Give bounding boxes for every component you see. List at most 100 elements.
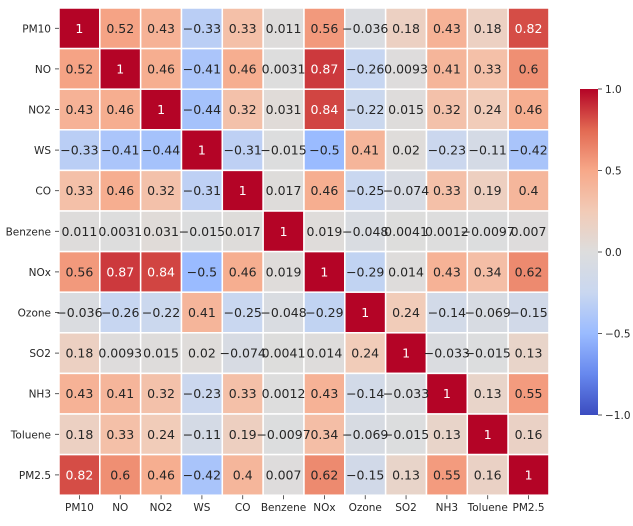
- colorbar-tick-label: −0.5: [605, 329, 631, 341]
- heatmap-cell: [99, 332, 142, 375]
- y-tick-label: SO2: [29, 348, 51, 360]
- x-tick-label: Benzene: [261, 502, 306, 514]
- colorbar-gradient: [580, 89, 598, 415]
- cell-value-label: 0.0093: [98, 346, 142, 361]
- cell-value-label: 0.0041: [262, 346, 306, 361]
- cell-value-label: −0.048: [342, 224, 388, 239]
- cell-value-label: −0.26: [346, 61, 384, 76]
- cell-value-label: 0.017: [225, 224, 261, 239]
- y-tick-label: NH3: [29, 389, 51, 401]
- cell-value-label: −0.5: [309, 143, 339, 158]
- cell-value-label: 0.41: [188, 305, 216, 320]
- x-tick-label: NO: [112, 502, 128, 514]
- cell-value-label: 0.0012: [262, 386, 306, 401]
- heatmap-cell: [262, 413, 305, 456]
- x-tick-label: PM10: [65, 502, 94, 514]
- cell-value-label: −0.14: [428, 305, 466, 320]
- heatmap-cell: [303, 453, 346, 496]
- cell-value-label: 0.87: [106, 264, 134, 279]
- heatmap-cell: [221, 250, 264, 293]
- heatmap-cell: [58, 413, 101, 456]
- heatmap-cell: [303, 372, 346, 415]
- x-tick-label: NH3: [436, 502, 458, 514]
- cell-value-label: 0.18: [474, 21, 502, 36]
- cell-value-label: 0.13: [392, 467, 420, 482]
- cell-value-label: 0.32: [433, 102, 461, 117]
- heatmap-cell: [99, 453, 142, 496]
- heatmap-cell: [466, 291, 509, 334]
- x-tick-label: NOx: [313, 502, 335, 514]
- cell-value-label: −0.23: [183, 386, 221, 401]
- heatmap-cell: [507, 332, 550, 375]
- y-tick-label: Toluene: [10, 429, 51, 441]
- cell-value-label: 0.0031: [262, 61, 306, 76]
- y-tick-label: NO2: [28, 105, 51, 117]
- x-tick-label: NO2: [150, 502, 173, 514]
- heatmap-cell: [303, 332, 346, 375]
- cell-value-label: 0.015: [143, 346, 179, 361]
- cell-value-label: 0.02: [392, 143, 420, 158]
- heatmap-cell: [221, 47, 264, 90]
- cell-value-label: 0.62: [310, 467, 338, 482]
- heatmap-cell: [507, 88, 550, 131]
- cell-value-label: 0.4: [519, 183, 539, 198]
- y-tick-label: NOx: [29, 267, 51, 279]
- heatmap-cells: [58, 7, 550, 496]
- x-tick-label: Ozone: [349, 502, 382, 514]
- cell-value-label: −0.29: [305, 305, 343, 320]
- cell-value-label: 0.18: [65, 346, 93, 361]
- cell-value-label: 0.0041: [384, 224, 428, 239]
- heatmap-cell: [303, 413, 346, 456]
- cell-value-label: 0.43: [433, 21, 461, 36]
- cell-value-label: −0.015: [260, 143, 306, 158]
- heatmap-cell: [139, 291, 183, 334]
- heatmap-cell: [262, 210, 305, 253]
- cell-value-label: 0.46: [515, 102, 543, 117]
- cell-value-label: 0.4: [233, 467, 253, 482]
- cell-value-label: 0.33: [229, 21, 257, 36]
- heatmap-cell: [425, 453, 469, 496]
- cell-value-label: 0.46: [310, 183, 338, 198]
- cell-value-label: 0.32: [147, 386, 175, 401]
- cell-value-label: −0.41: [101, 143, 139, 158]
- cell-value-label: −0.15: [346, 467, 384, 482]
- heatmap-cell: [139, 88, 183, 131]
- cell-value-label: 0.55: [433, 467, 461, 482]
- heatmap-cell: [221, 169, 264, 212]
- heatmap-cell: [58, 291, 101, 334]
- cell-value-label: −0.22: [346, 102, 384, 117]
- cell-value-label: 1: [75, 21, 83, 36]
- cell-value-label: 0.33: [229, 386, 257, 401]
- cell-value-label: 0.82: [515, 21, 543, 36]
- cell-value-label: −0.069: [465, 305, 511, 320]
- cell-value-label: −0.44: [183, 102, 221, 117]
- heatmap-cell: [221, 88, 264, 131]
- heatmap-cell: [384, 129, 428, 172]
- colorbar-tick-label: 0.5: [605, 166, 622, 178]
- cell-value-label: 0.34: [474, 264, 502, 279]
- cell-value-label: −0.11: [183, 427, 221, 442]
- cell-value-label: 0.43: [433, 264, 461, 279]
- cell-value-label: 0.24: [351, 346, 379, 361]
- cell-value-label: −0.15: [509, 305, 547, 320]
- heatmap-cell: [507, 291, 550, 334]
- cell-value-label: −0.29: [346, 264, 384, 279]
- cell-value-label: 0.16: [515, 427, 543, 442]
- cell-value-label: 0.019: [266, 264, 302, 279]
- y-tick-label: CO: [35, 186, 51, 198]
- heatmap-cell: [507, 453, 550, 496]
- heatmap-cell: [344, 169, 387, 212]
- colorbar-tick-label: −1.0: [605, 410, 631, 422]
- cell-value-label: 0.16: [474, 467, 502, 482]
- heatmap-cell: [344, 210, 387, 253]
- cell-value-label: −0.25: [346, 183, 384, 198]
- cell-value-label: 0.007: [511, 224, 547, 239]
- colorbar-tick-label: 1.0: [605, 84, 622, 96]
- colorbar: 1.0 0.5 0.0 −0.5 −1.0: [580, 84, 631, 422]
- heatmap-cell: [507, 210, 550, 253]
- cell-value-label: 0.6: [519, 61, 539, 76]
- heatmap-cell: [262, 169, 305, 212]
- cell-value-label: 0.43: [147, 21, 175, 36]
- heatmap-cell: [303, 169, 346, 212]
- cell-value-label: 0.33: [433, 183, 461, 198]
